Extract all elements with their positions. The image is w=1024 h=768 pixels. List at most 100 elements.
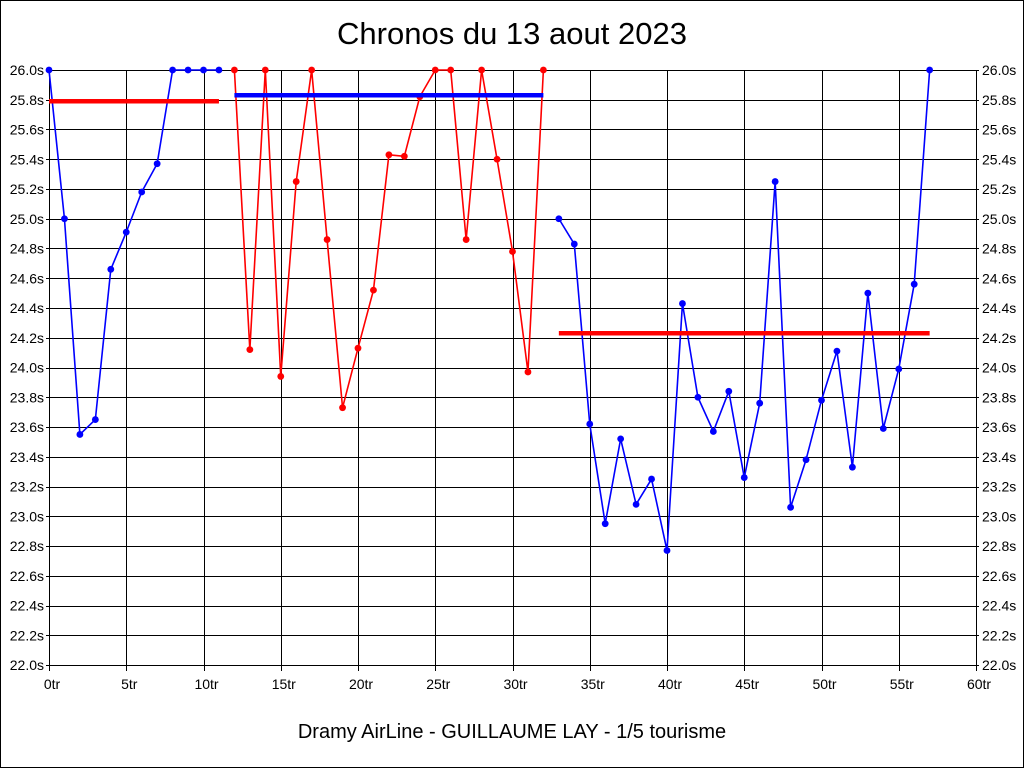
y-tick-label-right: 25.4s	[982, 151, 1016, 167]
y-tick-label-right: 24.6s	[982, 270, 1016, 286]
y-tick-label-right: 26.0s	[982, 62, 1016, 78]
y-tick-label-left: 23.4s	[10, 449, 44, 465]
data-point-marker	[617, 435, 625, 443]
data-point-marker	[45, 66, 53, 74]
data-point-marker	[663, 547, 671, 554]
data-point-marker	[524, 368, 532, 376]
chart-caption: Dramy AirLine - GUILLAUME LAY - 1/5 tour…	[297, 721, 727, 743]
axis-labels: 26.0s 26.0s 25.8s 25.8s 25.6s 25.6s 25.4s 25.4s…	[10, 62, 1017, 692]
x-tick-label: 60tr	[967, 676, 991, 692]
y-tick-label-right: 23.2s	[982, 479, 1016, 495]
data-point-marker	[370, 286, 377, 294]
data-point-marker	[400, 152, 408, 160]
y-tick-label-left: 23.8s	[10, 389, 44, 405]
data-point-marker	[138, 188, 146, 196]
y-tick-label-left: 23.6s	[10, 419, 44, 435]
data-point-marker	[122, 228, 130, 236]
y-tick-label-left: 24.6s	[10, 270, 44, 286]
x-tick-label: 15tr	[272, 676, 296, 692]
y-tick-label-left: 24.0s	[10, 360, 44, 376]
data-point-marker	[725, 387, 733, 395]
y-tick-label-right: 22.6s	[982, 568, 1016, 584]
y-tick-label-left: 23.2s	[10, 479, 44, 495]
y-tick-label-left: 22.2s	[10, 627, 44, 643]
series-line	[48, 69, 219, 436]
data-point-marker	[107, 265, 115, 273]
x-tick-label: 55tr	[890, 676, 914, 692]
data-point-marker	[849, 463, 856, 471]
series-stint-2-laps	[231, 66, 547, 412]
data-point-marker	[694, 393, 702, 401]
data-point-marker	[895, 365, 903, 373]
data-point-marker	[818, 396, 825, 404]
y-tick-label-left: 22.0s	[10, 657, 44, 673]
y-tick-label-right: 24.2s	[982, 330, 1016, 346]
y-tick-label-right: 23.0s	[982, 508, 1016, 524]
y-tick-label-right: 25.6s	[982, 122, 1016, 138]
data-point-marker	[231, 66, 238, 74]
data-point-marker	[354, 344, 362, 352]
y-tick-label-right: 25.8s	[982, 92, 1016, 108]
data-point-marker	[926, 66, 934, 74]
x-tick-label: 50tr	[812, 676, 836, 692]
data-point-marker	[385, 151, 393, 159]
x-tick-label: 25tr	[426, 676, 450, 692]
data-point-marker	[246, 346, 254, 354]
y-tick-label-left: 26.0s	[10, 62, 44, 78]
y-tick-label-right: 25.0s	[982, 211, 1016, 227]
series-stint-3-laps	[555, 66, 934, 554]
data-point-marker	[323, 236, 331, 243]
y-tick-label-right: 23.6s	[982, 419, 1016, 435]
data-point-marker	[447, 66, 455, 74]
y-tick-label-left: 25.4s	[10, 151, 44, 167]
y-tick-label-right: 25.2s	[982, 181, 1016, 197]
data-point-marker	[648, 475, 655, 483]
data-point-marker	[756, 399, 764, 407]
data-point-marker	[261, 66, 269, 74]
data-point-marker	[787, 503, 794, 511]
x-tick-label: 20tr	[349, 676, 373, 692]
y-tick-label-right: 23.4s	[982, 449, 1016, 465]
data-point-marker	[153, 160, 161, 168]
y-tick-label-left: 24.2s	[10, 330, 44, 346]
y-tick-label-right: 23.8s	[982, 389, 1016, 405]
data-point-marker	[679, 300, 686, 307]
y-tick-label-right: 22.2s	[982, 627, 1016, 643]
data-point-marker	[740, 474, 748, 481]
x-tick-label: 5tr	[121, 676, 138, 692]
y-tick-label-left: 24.4s	[10, 300, 44, 316]
data-point-marker	[292, 178, 300, 185]
y-tick-label-right: 22.4s	[982, 598, 1016, 614]
y-tick-label-left: 23.0s	[10, 508, 44, 524]
x-tick-label: 35tr	[581, 676, 605, 692]
data-point-marker	[462, 236, 470, 243]
y-tick-label-left: 25.8s	[10, 92, 44, 108]
x-tick-label: 10tr	[194, 676, 218, 692]
y-tick-label-left: 22.4s	[10, 598, 44, 614]
data-point-marker	[910, 280, 918, 288]
data-point-marker	[76, 431, 84, 438]
data-point-marker	[632, 500, 640, 508]
y-tick-label-right: 22.8s	[982, 538, 1016, 554]
data-point-marker	[308, 66, 316, 74]
data-point-marker	[802, 456, 810, 464]
x-tick-label: 0tr	[44, 676, 61, 692]
data-point-marker	[339, 404, 346, 412]
data-point-marker	[509, 248, 516, 255]
y-tick-label-left: 25.2s	[10, 181, 44, 197]
y-tick-label-left: 22.6s	[10, 568, 44, 584]
data-point-marker	[493, 155, 501, 163]
data-point-marker	[601, 520, 609, 528]
data-point-marker	[61, 215, 68, 223]
data-point-marker	[833, 347, 841, 355]
data-point-marker	[91, 416, 99, 423]
data-point-marker	[431, 66, 439, 74]
x-tick-label: 30tr	[503, 676, 527, 692]
data-point-marker	[478, 66, 485, 74]
chart-title: Chronos du 13 aout 2023	[337, 16, 687, 51]
series-stint-1-laps	[45, 66, 223, 438]
data-point-marker	[570, 240, 578, 248]
data-point-marker	[586, 420, 594, 428]
